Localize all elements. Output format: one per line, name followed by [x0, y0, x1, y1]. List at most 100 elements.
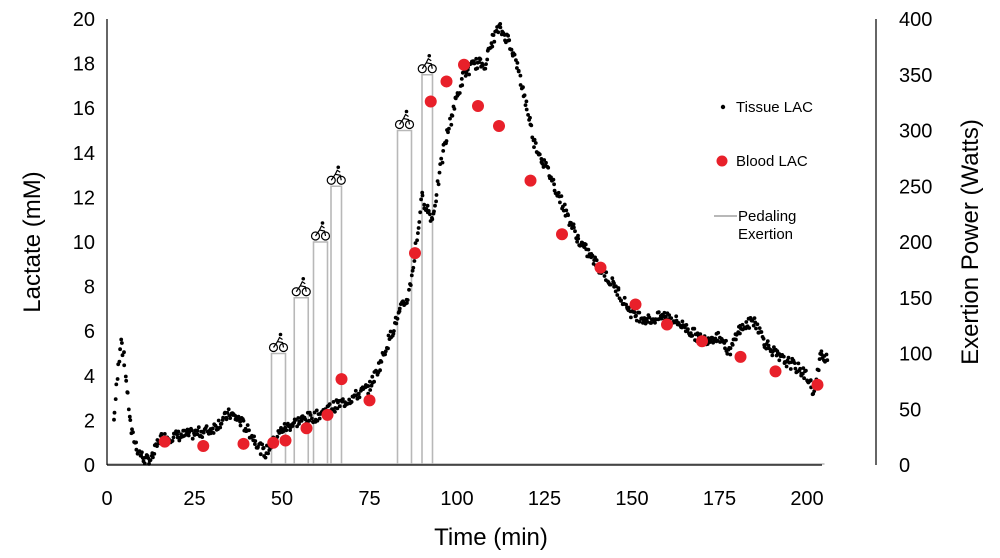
tissue-lac-point — [397, 306, 402, 311]
y-tick-label: 8 — [84, 277, 95, 299]
tissue-lac-point — [573, 229, 577, 234]
tissue-lac-point — [383, 352, 387, 357]
tissue-lac-point — [131, 430, 135, 435]
tissue-lac-point — [258, 452, 263, 457]
tissue-lac-point — [162, 432, 167, 436]
tissue-lac-point — [744, 320, 749, 324]
blood-lac-point — [363, 394, 376, 407]
tissue-lac-point — [552, 182, 556, 187]
tissue-lac-point — [253, 439, 258, 443]
tissue-lac-point — [413, 241, 418, 246]
tissue-lac-point — [491, 33, 496, 37]
tissue-lac-point — [755, 322, 760, 327]
blood-lac-point — [556, 228, 568, 241]
y2-tick-labels: 0 50 100 150 200 250 300 350 400 — [899, 9, 932, 477]
tissue-lac-point — [134, 440, 139, 445]
x-tick-label: 200 — [790, 488, 823, 510]
tissue-lac-point — [134, 447, 139, 452]
tissue-lac-point — [238, 419, 243, 424]
tissue-lac-point — [405, 301, 409, 305]
tissue-lac-point — [686, 327, 690, 331]
tissue-lac-point — [279, 426, 283, 430]
tissue-lac-point — [175, 432, 180, 437]
tissue-lac-point — [124, 378, 129, 383]
y2-tick-label: 150 — [899, 288, 932, 310]
blood-lac-point — [424, 95, 437, 108]
tissue-lac-point — [418, 210, 423, 215]
tissue-lac-point — [530, 135, 535, 140]
tissue-lac-point — [211, 431, 216, 435]
tissue-lac-point — [792, 361, 797, 365]
tissue-lac-point — [610, 276, 615, 281]
exertion-bar — [396, 129, 413, 465]
tissue-lac-point — [472, 61, 477, 66]
tissue-lac-point — [284, 428, 289, 433]
tissue-lac-point — [542, 158, 547, 162]
tissue-lac-point — [692, 326, 697, 331]
tissue-lac-point — [123, 374, 128, 379]
tissue-lac-point — [637, 310, 642, 315]
tissue-lac-point — [195, 428, 200, 433]
x-tick-labels: 0 25 50 75 100 125 150 175 200 — [101, 488, 823, 510]
blood-lac-point — [629, 298, 642, 311]
tissue-lac-point — [337, 404, 342, 409]
blood-lac-point — [267, 436, 280, 449]
y2-tick-label: 200 — [899, 232, 932, 254]
tissue-lac-point — [752, 316, 757, 320]
tissue-lac-point — [474, 56, 479, 61]
tissue-lac-point — [484, 62, 488, 66]
tissue-lac-point — [772, 345, 776, 349]
tissue-lac-point — [754, 326, 758, 331]
exertion-bar — [293, 296, 310, 465]
tissue-lac-point — [441, 149, 446, 153]
blood-lac-point — [472, 99, 484, 112]
tissue-lac-point — [669, 316, 674, 320]
tissue-lac-point — [245, 423, 250, 427]
tissue-lac-point — [260, 442, 265, 447]
tissue-lac-point — [113, 397, 118, 401]
tissue-lac-point — [593, 255, 597, 260]
tissue-lac-point — [576, 236, 581, 241]
tissue-lac-point — [460, 83, 465, 88]
tissue-lac-point — [130, 427, 134, 432]
tissue-lac-point — [507, 38, 512, 43]
tissue-lac-point — [112, 410, 117, 415]
blood-lac-point — [321, 408, 334, 421]
exertion-bar — [421, 73, 434, 465]
bike-icon — [326, 165, 346, 185]
tissue-lac-point — [210, 426, 215, 431]
tissue-lac-point — [420, 193, 425, 198]
tissue-lac-point — [228, 416, 233, 420]
tissue-lac-point — [216, 418, 221, 423]
tissue-lac-point — [594, 258, 599, 263]
tissue-lac-dots — [112, 22, 830, 466]
tissue-lac-point — [802, 376, 806, 381]
blood-lac-point — [734, 350, 747, 363]
tissue-lac-point — [615, 293, 620, 297]
axes — [106, 19, 877, 466]
tissue-lac-point — [816, 368, 821, 373]
tissue-lac-point — [537, 152, 542, 157]
x-tick-label: 0 — [101, 488, 112, 510]
blood-lac-point — [440, 75, 453, 88]
y-tick-label: 2 — [84, 410, 95, 432]
tissue-lac-point — [649, 321, 653, 325]
tissue-lac-point — [716, 330, 721, 335]
tissue-lac-point — [533, 141, 538, 145]
tissue-lac-point — [575, 239, 579, 244]
tissue-lac-point — [120, 341, 124, 345]
tissue-lac-point — [349, 400, 354, 404]
tissue-lac-point — [516, 68, 521, 73]
tissue-lac-point — [515, 61, 520, 65]
tissue-lac-point — [602, 274, 607, 278]
pedaling-exertion-bars — [107, 73, 825, 465]
tissue-lac-point — [788, 367, 793, 371]
tissue-lac-point — [333, 409, 337, 414]
bike-icon — [291, 276, 311, 297]
tissue-lac-point — [529, 123, 534, 128]
tissue-lac-point — [662, 310, 667, 315]
tissue-lac-point — [118, 347, 122, 352]
tissue-lac-point — [801, 366, 806, 370]
tissue-lac-point — [793, 366, 798, 371]
tissue-lac-point — [368, 388, 373, 392]
